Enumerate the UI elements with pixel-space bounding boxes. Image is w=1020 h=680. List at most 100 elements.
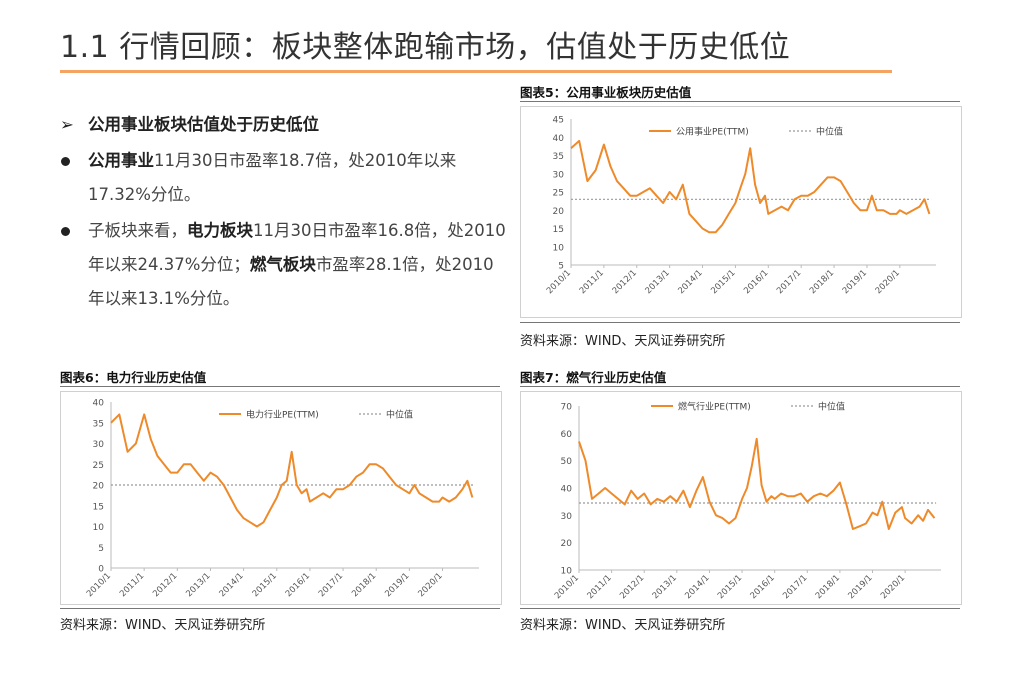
y-tick-label: 25 bbox=[553, 189, 564, 199]
arrow-bullet-icon: ➢ bbox=[60, 115, 74, 134]
bullet-dot-icon bbox=[61, 157, 70, 166]
bullet-item: ➢ 公用事业板块估值处于历史低位 bbox=[58, 108, 508, 142]
x-tick-label: 2010/1 bbox=[85, 571, 113, 599]
legend-median-label: 中位值 bbox=[818, 401, 845, 413]
legend-pe-label: 公用事业PE(TTM) bbox=[676, 126, 749, 138]
y-tick-label: 45 bbox=[553, 116, 564, 126]
bullet-text: 电力板块 bbox=[187, 221, 253, 240]
y-tick-label: 40 bbox=[553, 134, 565, 144]
chart7-source-rule bbox=[520, 608, 960, 609]
x-tick-label: 2012/1 bbox=[151, 571, 179, 599]
chart5-box: 5 10 15 20 25 30 35 40 45 2010/1 2011/1 2012/1 2013/… bbox=[520, 106, 962, 318]
legend-median-label: 中位值 bbox=[386, 409, 413, 421]
bullet-item: 子板块来看，电力板块11月30日市盈率16.8倍，处2010年以来24.37%分… bbox=[58, 214, 508, 316]
y-tick-label: 20 bbox=[553, 207, 565, 217]
chart5-plot: 5 10 15 20 25 30 35 40 45 2010/1 2011/1 2012/1 2013/… bbox=[545, 116, 936, 296]
x-tick-label: 2014/1 bbox=[218, 571, 246, 599]
x-tick-label: 2013/1 bbox=[644, 268, 672, 296]
x-tick-label: 2019/1 bbox=[846, 573, 874, 601]
chart6-source: 资料来源：WIND、天风证券研究所 bbox=[60, 618, 266, 633]
x-tick-label: 2016/1 bbox=[749, 573, 777, 601]
y-tick-label: 40 bbox=[561, 485, 573, 495]
x-tick-label: 2011/1 bbox=[118, 571, 146, 599]
chart5-source-rule bbox=[520, 322, 960, 323]
x-tick-label: 2014/1 bbox=[683, 573, 711, 601]
x-tick-label: 2016/1 bbox=[284, 571, 312, 599]
y-tick-label: 20 bbox=[561, 539, 573, 549]
y-tick-label: 10 bbox=[561, 567, 573, 577]
chart5-title: 图表5：公用事业板块历史估值 bbox=[520, 85, 692, 100]
y-tick-label: 20 bbox=[93, 482, 105, 492]
x-tick-label: 2018/1 bbox=[814, 573, 842, 601]
bullet-text: 公用事业 bbox=[88, 151, 154, 170]
chart6-title-rule bbox=[60, 386, 500, 387]
x-tick-label: 2011/1 bbox=[586, 573, 614, 601]
chart7-title-rule bbox=[520, 386, 960, 387]
y-tick-label: 5 bbox=[558, 262, 564, 272]
pe-series-line bbox=[110, 413, 474, 528]
x-tick-label: 2017/1 bbox=[317, 571, 345, 599]
legend-pe-label: 电力行业PE(TTM) bbox=[246, 409, 319, 421]
bullet-text: 市盈率28.1倍，处2010年以来13.1%分位。 bbox=[88, 255, 494, 308]
title-underline bbox=[60, 70, 892, 73]
chart7-title: 图表7：燃气行业历史估值 bbox=[520, 370, 667, 385]
x-tick-label: 2019/1 bbox=[841, 268, 869, 296]
y-tick-label: 10 bbox=[553, 243, 565, 253]
y-tick-label: 15 bbox=[553, 225, 564, 235]
x-tick-label: 2015/1 bbox=[716, 573, 744, 601]
chart5-source: 资料来源：WIND、天风证券研究所 bbox=[520, 334, 726, 349]
y-tick-label: 0 bbox=[98, 565, 104, 575]
x-tick-label: 2013/1 bbox=[651, 573, 679, 601]
x-tick-label: 2020/1 bbox=[874, 268, 902, 296]
y-tick-label: 50 bbox=[561, 457, 573, 467]
x-tick-label: 2015/1 bbox=[251, 571, 279, 599]
x-tick-label: 2018/1 bbox=[808, 268, 836, 296]
chart5-title-rule bbox=[520, 101, 960, 102]
y-tick-label: 35 bbox=[553, 152, 564, 162]
x-tick-label: 2012/1 bbox=[611, 268, 639, 296]
x-tick-label: 2018/1 bbox=[350, 571, 378, 599]
chart6-title: 图表6：电力行业历史估值 bbox=[60, 370, 207, 385]
pe-series-line bbox=[578, 437, 936, 530]
pe-series-line bbox=[570, 139, 931, 234]
y-tick-label: 30 bbox=[553, 170, 565, 180]
bullet-text: 11月30日市盈率18.7倍，处2010年以来17.32%分位。 bbox=[88, 151, 457, 204]
y-tick-label: 5 bbox=[98, 544, 104, 554]
y-tick-label: 35 bbox=[93, 419, 104, 429]
legend-pe-label: 燃气行业PE(TTM) bbox=[678, 401, 751, 413]
chart6-source-rule bbox=[60, 608, 500, 609]
y-tick-label: 60 bbox=[561, 430, 573, 440]
x-tick-label: 2010/1 bbox=[553, 573, 581, 601]
bullet-list: ➢ 公用事业板块估值处于历史低位 公用事业11月30日市盈率18.7倍，处2010年… bbox=[58, 108, 508, 316]
x-tick-label: 2012/1 bbox=[618, 573, 646, 601]
x-tick-label: 2020/1 bbox=[416, 571, 444, 599]
y-tick-label: 40 bbox=[93, 399, 105, 409]
y-tick-label: 15 bbox=[93, 502, 104, 512]
y-tick-label: 25 bbox=[93, 461, 104, 471]
x-tick-label: 2014/1 bbox=[676, 268, 704, 296]
y-tick-label: 70 bbox=[561, 403, 573, 413]
x-tick-label: 2010/1 bbox=[545, 268, 573, 296]
y-tick-label: 30 bbox=[561, 512, 573, 522]
bullet-text: 燃气板块 bbox=[249, 255, 316, 274]
bullet-text: 公用事业板块估值处于历史低位 bbox=[88, 115, 319, 134]
chart7-source: 资料来源：WIND、天风证券研究所 bbox=[520, 618, 726, 633]
y-tick-label: 10 bbox=[93, 523, 105, 533]
x-tick-label: 2017/1 bbox=[775, 268, 803, 296]
x-tick-label: 2011/1 bbox=[578, 268, 606, 296]
x-tick-label: 2019/1 bbox=[383, 571, 411, 599]
x-tick-label: 2016/1 bbox=[742, 268, 770, 296]
chart6-plot: 0 5 10 15 20 25 30 35 40 2010/1 2011/1 2012/1 2013/1… bbox=[85, 399, 479, 599]
y-tick-label: 30 bbox=[93, 440, 105, 450]
bullet-dot-icon bbox=[61, 227, 70, 236]
x-tick-label: 2020/1 bbox=[879, 573, 907, 601]
chart7-box: 10 20 30 40 50 60 70 2010/1 2011/1 2012/1 2013/1 20… bbox=[520, 391, 962, 605]
x-tick-label: 2017/1 bbox=[781, 573, 809, 601]
bullet-text: 11月30日市盈率16.8倍，处2010年以来24.37%分位； bbox=[88, 221, 506, 274]
x-tick-label: 2013/1 bbox=[184, 571, 212, 599]
legend-median-label: 中位值 bbox=[816, 126, 843, 138]
bullet-text: 子板块来看， bbox=[88, 221, 187, 240]
bullet-item: 公用事业11月30日市盈率18.7倍，处2010年以来17.32%分位。 bbox=[58, 144, 508, 212]
page-title: 1.1 行情回顾：板块整体跑输市场，估值处于历史低位 bbox=[60, 30, 791, 65]
